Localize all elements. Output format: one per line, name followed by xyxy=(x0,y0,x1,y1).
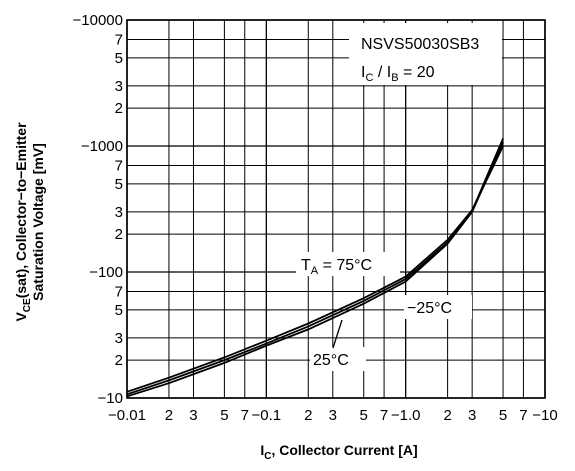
x-tick-label: −10 xyxy=(532,407,557,424)
x-tick-label: 7 xyxy=(380,407,388,424)
y-tick-label: 2 xyxy=(115,226,123,243)
x-tick-label: 5 xyxy=(360,407,368,424)
y-tick-label: 3 xyxy=(115,330,123,347)
y-tick-label: 5 xyxy=(115,302,123,319)
x-tick-label: 5 xyxy=(499,407,507,424)
y-tick-label: 5 xyxy=(115,176,123,193)
part-number-box xyxy=(349,23,502,85)
y-tick-label: 3 xyxy=(115,78,123,95)
y-tick-label: −10 xyxy=(98,390,123,407)
y-axis-label: VCE(sat), Collector−to−Emitter Saturatio… xyxy=(13,122,46,322)
x-axis-label: IC, Collector Current [A] xyxy=(260,442,417,462)
curve-layer xyxy=(126,138,504,398)
x-tick-label: 5 xyxy=(220,407,228,424)
y-tick-label: −100 xyxy=(89,264,123,281)
temp-neg25-label: −25°C xyxy=(407,300,452,317)
svg-text:Saturation Voltage [mV]: Saturation Voltage [mV] xyxy=(30,143,46,301)
x-tick-label: −0.01 xyxy=(108,407,146,424)
series-line-1 xyxy=(126,145,504,393)
plot-frame xyxy=(126,19,546,399)
series-line-3 xyxy=(126,141,504,398)
x-tick-label: 2 xyxy=(443,407,451,424)
y-tick-label: 5 xyxy=(115,50,123,67)
y-tick-label: −1000 xyxy=(81,138,123,155)
y-tick-label: 7 xyxy=(115,32,123,49)
y-tick-label: 7 xyxy=(115,158,123,175)
x-tick-label: 3 xyxy=(468,407,476,424)
x-tick-label: −1.0 xyxy=(391,407,421,424)
y-tick-label: −10000 xyxy=(73,12,123,29)
temp-75-box xyxy=(296,252,400,276)
y-tick-label: 3 xyxy=(115,204,123,221)
x-tick-label: 2 xyxy=(304,407,312,424)
temp-25-box xyxy=(310,347,366,371)
temp-25-leader xyxy=(332,319,343,349)
temp-neg25-box xyxy=(404,295,472,319)
x-tick-label: 7 xyxy=(519,407,527,424)
y-tick-label: 2 xyxy=(115,100,123,117)
ratio-label: IC / IB = 20 xyxy=(361,64,435,84)
x-tick-label: 2 xyxy=(165,407,173,424)
x-tick-label: −0.1 xyxy=(252,407,282,424)
x-tick-label: 7 xyxy=(241,407,249,424)
tick-layer: −0.01 2 3 5 7 −0.1 2 3 5 7 −1.0 2 3 5 7 −10−102357−1002… xyxy=(73,12,558,424)
part-number-label: NSVS50030SB3 xyxy=(361,36,479,53)
svg-text:VCE(sat), Collector−to−Emitter: VCE(sat), Collector−to−Emitter xyxy=(13,122,33,322)
temp-75-label: TA = 75°C xyxy=(301,257,372,277)
y-tick-label: 2 xyxy=(115,352,123,369)
y-tick-label: 7 xyxy=(115,284,123,301)
x-tick-label: 3 xyxy=(189,407,197,424)
x-tick-label: 3 xyxy=(329,407,337,424)
temp-25-label: 25°C xyxy=(313,352,349,369)
